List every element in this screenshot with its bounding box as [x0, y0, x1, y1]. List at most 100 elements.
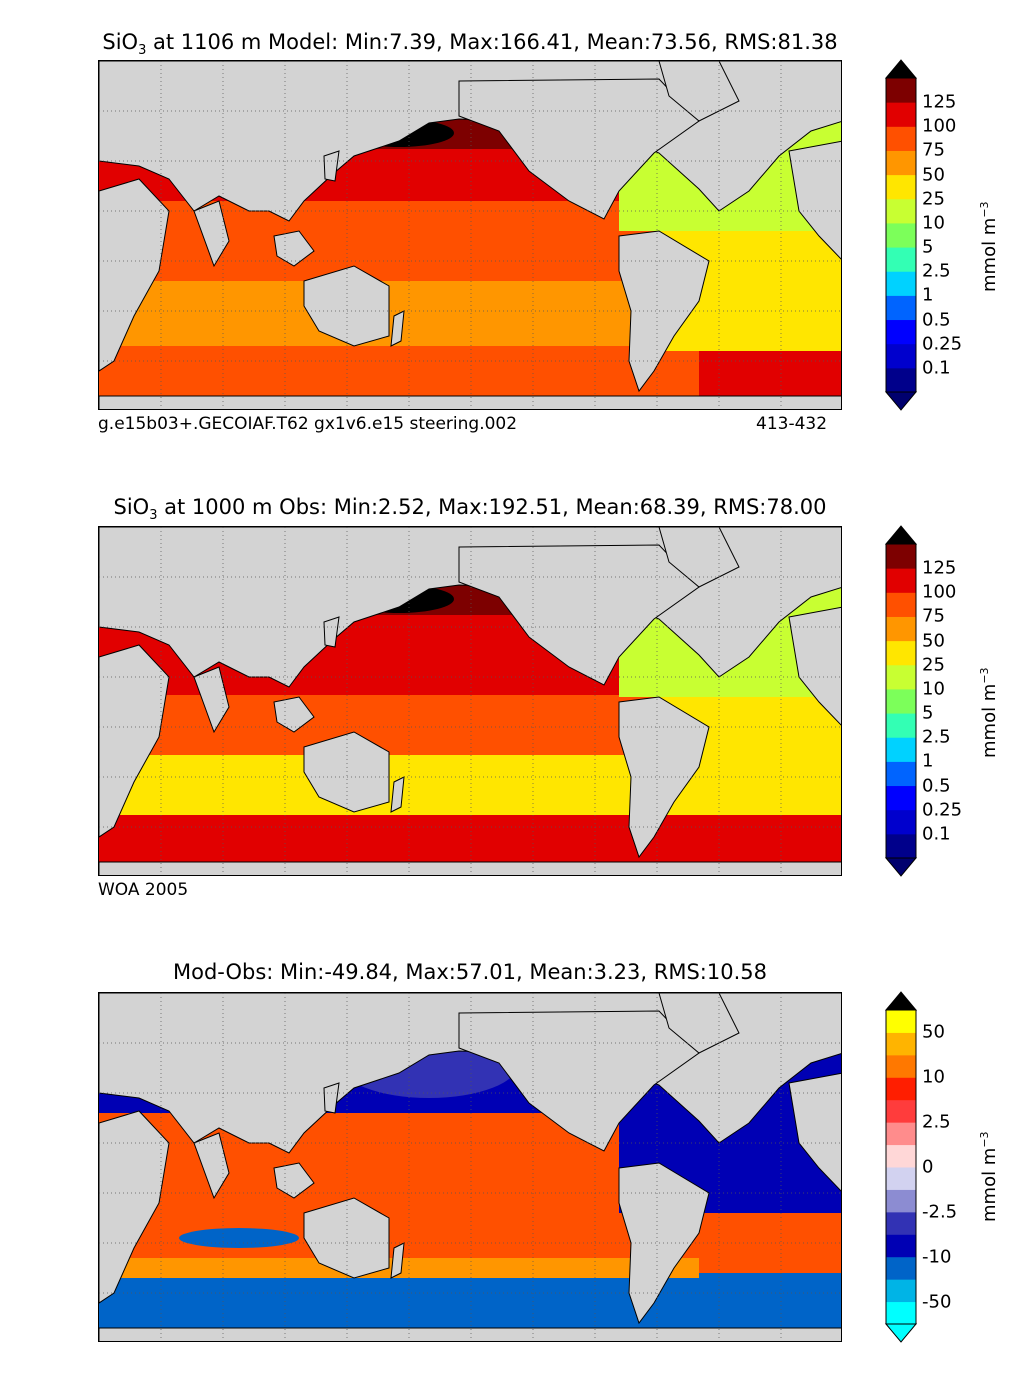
colorbar-unit: mmol m−3 [978, 201, 1000, 292]
colorbar-tick-label: 125 [922, 91, 957, 113]
colorbar-extend-low [884, 391, 918, 411]
colorbar-segment [886, 198, 916, 224]
years-caption: 413-432 [756, 414, 828, 434]
colorbar-frame [885, 1009, 917, 1325]
colorbar-tick-label: 2.5 [922, 726, 951, 748]
colorbar-segment [886, 1099, 916, 1123]
colorbar-segment [886, 1211, 916, 1235]
colorbar-segment [886, 295, 916, 321]
colorbar-segment [886, 1301, 916, 1325]
landmass [99, 395, 841, 409]
atlantic-contour-band [699, 1273, 841, 1328]
colorbar-segment [886, 271, 916, 296]
landmass [788, 140, 841, 260]
colorbar-tick-label: -2.5 [922, 1201, 958, 1223]
landmass [323, 150, 340, 182]
colorbar-segment [886, 1144, 916, 1168]
colorbar-tick-label: 50 [922, 1021, 945, 1043]
colorbar-segment [886, 247, 916, 272]
colorbar-segment [886, 174, 916, 200]
landmass [323, 616, 340, 648]
landmass [273, 230, 315, 267]
colorbar-tick-label: 100 [922, 115, 957, 137]
colorbar-tick-label: 2.5 [922, 1111, 951, 1133]
colorbar-tick-label: 0.1 [922, 823, 951, 845]
colorbar-tick-label: 10 [922, 212, 945, 234]
landmass [193, 200, 230, 268]
landmass [303, 265, 390, 347]
landmass [99, 861, 841, 875]
colorbar-segment [886, 833, 916, 859]
diff-map [98, 992, 842, 1342]
colorbar-segment [886, 343, 916, 369]
colorbar-segment [886, 688, 916, 714]
colorbar-segment [886, 1122, 916, 1146]
source-caption: WOA 2005 [98, 880, 189, 900]
colorbar-segment [886, 544, 916, 569]
landmass [99, 1110, 170, 1304]
atlantic-contour-band [699, 817, 841, 862]
model-map [98, 60, 842, 410]
colorbar-tick-label: 50 [922, 630, 945, 652]
colorbar-segment [886, 102, 916, 127]
landmass [273, 1162, 315, 1199]
colorbar-tick-label: 5 [922, 702, 934, 724]
colorbar [884, 991, 918, 1343]
colorbar-tick-label: 75 [922, 605, 945, 627]
atlantic-contour-band [699, 1213, 841, 1273]
colorbar-tick-label: 25 [922, 188, 945, 210]
colorbar-tick-label: 25 [922, 654, 945, 676]
graticule [99, 993, 841, 1341]
colorbar-segment [886, 616, 916, 642]
colorbar-segment [886, 1167, 916, 1190]
source-caption: g.e15b03+.GECOIAF.T62 gx1v6.e15 steering… [98, 414, 518, 434]
colorbar-segment [886, 1256, 916, 1280]
landmass [273, 696, 315, 733]
colorbar-tick-label: 0.25 [922, 333, 963, 355]
colorbar-tick-label: 50 [922, 164, 945, 186]
land-mask [99, 993, 841, 1341]
colorbar-segment [886, 367, 916, 393]
colorbar-tick-label: 0.5 [922, 309, 951, 331]
colorbar-unit: mmol m−3 [978, 667, 1000, 758]
colorbar-segment [886, 1032, 916, 1056]
colorbar-tick-label: 10 [922, 1066, 945, 1088]
colorbar-segment [886, 319, 916, 345]
colorbar-frame [885, 543, 917, 859]
colorbar-tick-label: 1 [922, 284, 934, 306]
colorbar-segment [886, 785, 916, 811]
colorbar-segment [886, 1010, 916, 1033]
colorbar-tick-label: 0.25 [922, 799, 963, 821]
indian-anomaly [179, 1228, 299, 1248]
colorbar-segment [886, 1279, 916, 1303]
colorbar-segment [886, 1054, 916, 1078]
landmass [99, 1327, 841, 1341]
colorbar-tick-label: -50 [922, 1291, 952, 1313]
colorbar-segment [886, 809, 916, 835]
colorbar-segment [886, 568, 916, 593]
colorbar-segment [886, 126, 916, 151]
landmass [303, 1197, 390, 1279]
atlantic-contour-band [699, 351, 841, 396]
colorbar-tick-label: 75 [922, 139, 945, 161]
landmass [788, 606, 841, 726]
landmass [303, 731, 390, 813]
colorbar-tick-label: 5 [922, 236, 934, 258]
colorbar-segment [886, 761, 916, 787]
colorbar-segment [886, 640, 916, 666]
panel-title: SiO3 at 1000 m Obs: Min:2.52, Max:192.51… [113, 495, 827, 524]
landmass [323, 1082, 340, 1114]
colorbar-extend-low [884, 1323, 918, 1343]
colorbar-segment [886, 150, 916, 176]
landmass [99, 644, 170, 838]
colorbar-frame [885, 77, 917, 393]
colorbar-segment [886, 1077, 916, 1101]
colorbar-extend-high [884, 59, 918, 79]
colorbar-segment [886, 664, 916, 690]
colorbar-tick-label: 100 [922, 581, 957, 603]
landmass [390, 1242, 405, 1279]
colorbar-segment [886, 1189, 916, 1213]
graticule [99, 527, 841, 875]
colorbar-tick-label: 125 [922, 557, 957, 579]
colorbar-segment [886, 1234, 916, 1258]
